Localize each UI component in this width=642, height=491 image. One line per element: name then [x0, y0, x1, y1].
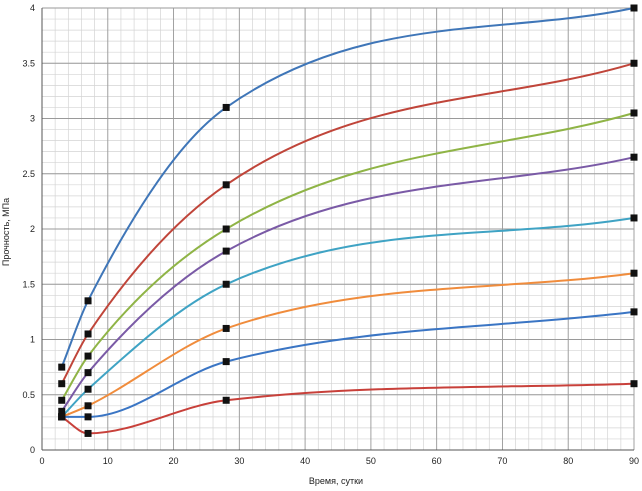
x-tick-label: 80	[563, 456, 573, 466]
y-axis-title: Прочность, МПа	[1, 198, 11, 266]
y-tick-label: 2.5	[22, 169, 35, 179]
data-point-s2-p1	[58, 380, 66, 388]
x-tick-label: 60	[432, 456, 442, 466]
x-tick-label: 70	[497, 456, 507, 466]
data-point-s6-p4	[630, 269, 638, 277]
y-tick-label: 0	[30, 445, 35, 455]
x-tick-label: 0	[39, 456, 44, 466]
x-axis-title: Время, сутки	[309, 476, 363, 486]
data-point-s1-p4	[630, 4, 638, 12]
data-point-s8-p3	[222, 396, 230, 404]
data-point-s7-p4	[630, 308, 638, 316]
y-tick-label: 3	[30, 114, 35, 124]
axes	[41, 8, 634, 451]
data-point-s8-p2	[84, 429, 92, 437]
data-point-s1-p1	[58, 363, 66, 371]
data-point-s7-p3	[222, 358, 230, 366]
data-point-s4-p3	[222, 247, 230, 255]
tick-labels: 0 10 20 30 40 50 60 70 80 90 0 0.5 1 1.5 2 2.5 3 3.5 4	[22, 3, 639, 466]
data-point-s5-p2	[84, 385, 92, 393]
series-line-3	[60, 112, 635, 401]
x-tick-label: 50	[366, 456, 376, 466]
data-point-s2-p4	[630, 59, 638, 67]
y-tick-label: 1	[30, 335, 35, 345]
data-markers	[58, 4, 638, 437]
data-point-s2-p2	[84, 330, 92, 338]
x-tick-label: 90	[629, 456, 639, 466]
y-tick-label: 3.5	[22, 58, 35, 68]
data-point-s5-p4	[630, 214, 638, 222]
data-point-s8-p4	[630, 380, 638, 388]
y-tick-label: 4	[30, 3, 35, 13]
data-point-s3-p2	[84, 352, 92, 360]
y-tick-label: 2	[30, 224, 35, 234]
data-point-s1-p2	[84, 297, 92, 305]
x-tick-label: 20	[169, 456, 179, 466]
x-tick-label: 30	[234, 456, 244, 466]
data-point-s2-p3	[222, 181, 230, 189]
data-point-s6-p2	[84, 402, 92, 410]
x-tick-label: 10	[103, 456, 113, 466]
data-point-s3-p1	[58, 396, 66, 404]
data-point-s4-p4	[630, 153, 638, 161]
y-tick-label: 0.5	[22, 390, 35, 400]
y-tick-label: 1.5	[22, 279, 35, 289]
series-line-1	[60, 7, 635, 368]
data-point-s1-p3	[222, 103, 230, 111]
data-point-s3-p4	[630, 109, 638, 117]
data-point-s4-p1	[58, 407, 66, 415]
data-point-s6-p3	[222, 324, 230, 332]
data-point-s4-p2	[84, 369, 92, 377]
data-point-s3-p3	[222, 225, 230, 233]
data-point-s8-p1	[58, 413, 66, 421]
data-point-s5-p3	[222, 280, 230, 288]
x-tick-label: 40	[300, 456, 310, 466]
data-point-s7-p2	[84, 413, 92, 421]
